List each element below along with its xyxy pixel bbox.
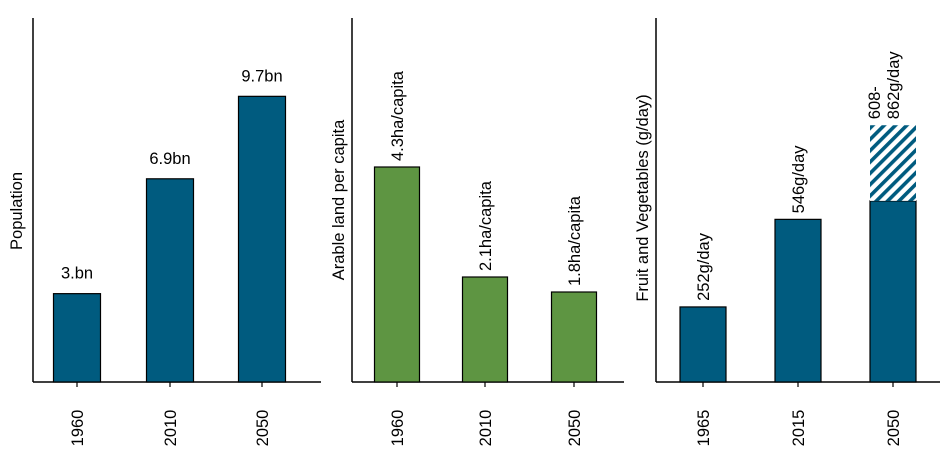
data-label-line: 862g/day: [885, 51, 903, 120]
data-label-line: 4.3ha/capita: [389, 70, 407, 161]
data-label-line: 1.8ha/capita: [566, 195, 584, 286]
bar-1960: [52, 293, 102, 383]
data-label-line: 608-: [866, 86, 884, 119]
x-tick-label: 1960: [69, 410, 87, 447]
data-label: 546g/day: [790, 145, 808, 214]
bar-1965: [679, 306, 727, 383]
data-label: 9.7bn: [241, 67, 282, 85]
x-tick-label: 2015: [790, 410, 808, 447]
bar-2015: [774, 218, 822, 383]
data-label: 3.bn: [61, 265, 93, 283]
data-label: 2.1ha/capita: [477, 180, 495, 271]
data-label-line: 546g/day: [790, 145, 808, 214]
x-tick-label: 1960: [389, 410, 407, 447]
data-label-line: 252g/day: [695, 232, 713, 301]
y-axis-label: Fruit and Vegetables (g/day): [634, 94, 652, 301]
data-label: 1.8ha/capita: [566, 195, 584, 286]
chart-panel-2: Arable land per capita 1960 4.3ha/capita 20…: [330, 18, 624, 446]
x-tick-label: 2050: [254, 410, 272, 447]
bar-2010: [145, 178, 195, 383]
data-label-line: 2.1ha/capita: [477, 180, 495, 271]
x-tick-label: 1965: [695, 410, 713, 447]
bar-2050: [237, 95, 287, 383]
y-axis-label: Arable land per capita: [330, 119, 348, 280]
x-tick-label: 2010: [162, 410, 180, 447]
data-label: 608-862g/day: [866, 51, 903, 120]
x-tick-label: 2050: [566, 410, 584, 447]
data-label: 4.3ha/capita: [389, 70, 407, 161]
x-tick-label: 2050: [885, 410, 903, 447]
x-tick-label: 2010: [477, 410, 495, 447]
bar-1960: [373, 166, 421, 383]
chart-panel-1: Population 1960 3.bn 2010 6.9bn 2050 9.7bn: [8, 18, 321, 446]
data-label: 6.9bn: [149, 150, 190, 168]
y-axis-label: Population: [8, 172, 26, 250]
bar-2050: [869, 200, 917, 383]
bar-2010: [461, 276, 509, 383]
data-label: 252g/day: [695, 232, 713, 301]
bar-range-2050: [870, 125, 916, 201]
chart-panel-3: Fruit and Vegetables (g/day) 1965 252g/day…: [634, 18, 940, 446]
bar-2050: [550, 291, 598, 383]
